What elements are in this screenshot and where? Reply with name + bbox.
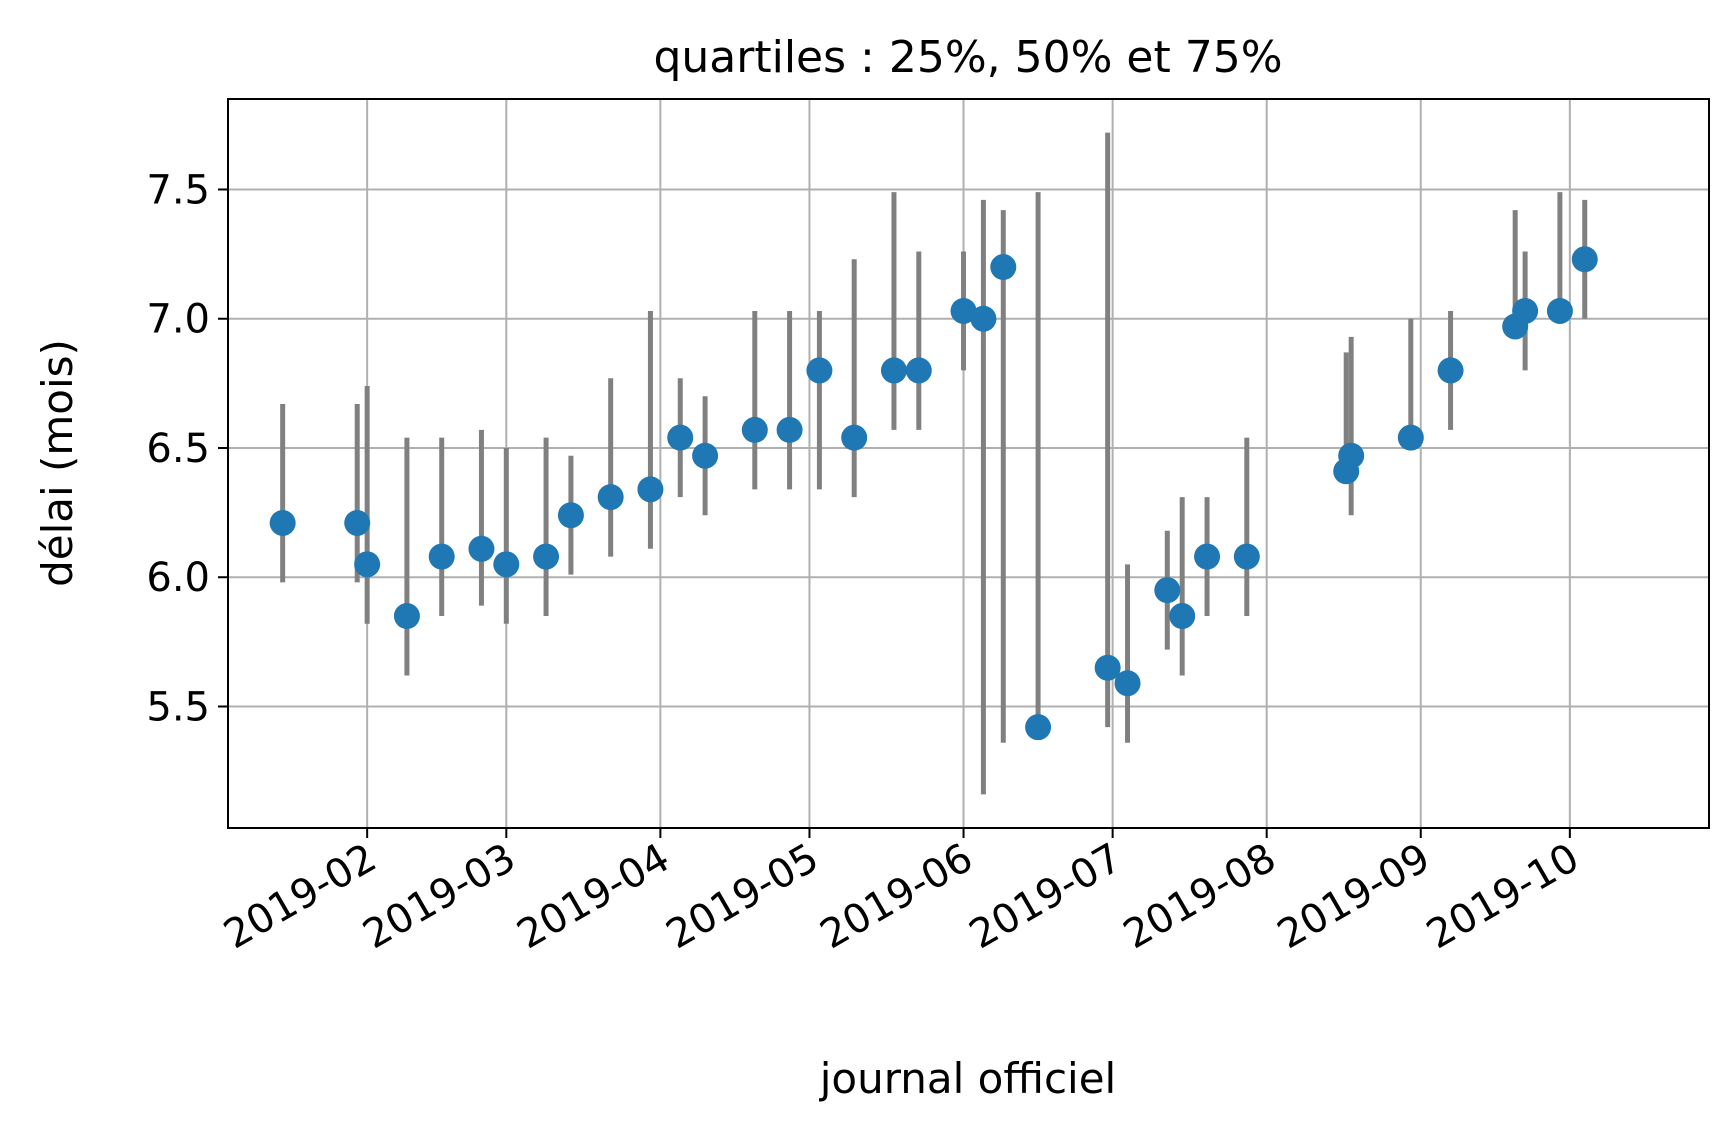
data-point <box>1546 297 1573 324</box>
data-point <box>269 509 296 536</box>
data-points <box>269 246 1598 741</box>
grid <box>228 99 1709 828</box>
data-point <box>533 543 560 570</box>
data-point <box>1025 714 1052 741</box>
data-point <box>1169 603 1196 630</box>
data-point <box>905 357 932 384</box>
data-point <box>428 543 455 570</box>
x-axis: 2019-022019-032019-042019-052019-062019-… <box>216 828 1587 958</box>
error-bars <box>280 132 1588 795</box>
y-axis: 5.5 6.0 6.5 7.0 7.5 <box>146 167 228 731</box>
data-point <box>841 424 868 451</box>
data-point <box>667 424 694 451</box>
y-tick-label: 6.5 <box>146 426 210 472</box>
data-point <box>637 476 664 503</box>
x-tick-label: 2019-05 <box>659 835 827 958</box>
x-tick-label: 2019-02 <box>216 835 384 958</box>
data-point <box>493 551 520 578</box>
data-point <box>990 254 1017 281</box>
data-point <box>1154 577 1181 604</box>
data-point <box>1194 543 1221 570</box>
data-point <box>806 357 833 384</box>
data-point <box>950 297 977 324</box>
data-point <box>1437 357 1464 384</box>
data-point <box>468 535 495 562</box>
chart-title: quartiles : 25%, 50% et 75% <box>653 32 1282 83</box>
y-tick-label: 6.0 <box>146 555 210 601</box>
data-point <box>1233 543 1260 570</box>
data-point <box>1397 424 1424 451</box>
data-point <box>393 603 420 630</box>
data-point <box>1094 654 1121 681</box>
x-axis-label: journal officiel <box>819 1054 1116 1103</box>
data-point <box>597 484 624 511</box>
data-point <box>354 551 381 578</box>
data-point <box>741 416 768 443</box>
data-point <box>1512 297 1539 324</box>
data-point <box>344 509 371 536</box>
x-tick-label: 2019-10 <box>1419 835 1587 958</box>
data-point <box>1114 670 1141 697</box>
x-tick-label: 2019-08 <box>1116 835 1284 958</box>
data-point <box>1338 442 1365 469</box>
x-tick-label: 2019-07 <box>962 835 1130 958</box>
y-tick-label: 5.5 <box>146 685 210 731</box>
data-point <box>776 416 803 443</box>
y-tick-label: 7.5 <box>146 167 210 213</box>
x-tick-label: 2019-06 <box>813 835 981 958</box>
x-tick-label: 2019-04 <box>510 835 678 958</box>
y-axis-label: délai (mois) <box>33 339 82 587</box>
plot-frame <box>227 98 1710 829</box>
data-point <box>557 502 584 529</box>
y-tick-label: 7.0 <box>146 297 210 343</box>
data-point <box>1571 246 1598 273</box>
x-tick-label: 2019-09 <box>1270 835 1438 958</box>
data-point <box>880 357 907 384</box>
x-tick-label: 2019-03 <box>356 835 524 958</box>
data-point <box>692 442 719 469</box>
data-point <box>970 305 997 332</box>
